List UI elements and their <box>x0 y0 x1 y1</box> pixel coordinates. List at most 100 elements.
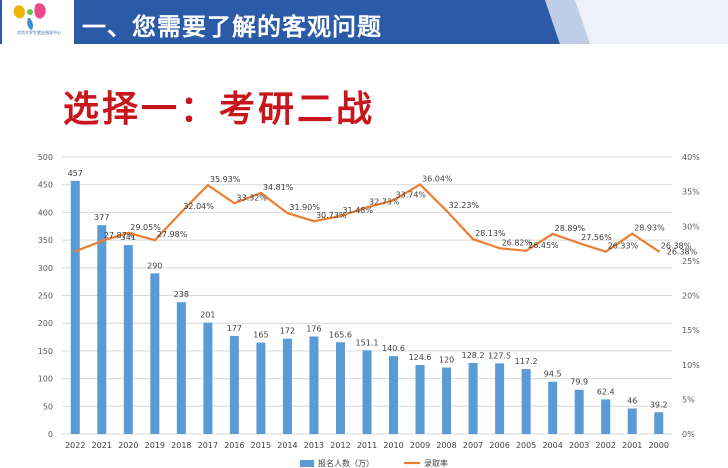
bar <box>442 367 452 434</box>
bar-data-label: 176 <box>306 324 321 333</box>
x-tick-label: 2017 <box>198 441 218 450</box>
rate-point <box>604 250 607 253</box>
x-tick-label: 2013 <box>304 441 324 450</box>
bar <box>335 342 345 434</box>
y-left-tick-label: 450 <box>38 181 53 190</box>
bar-data-label: 151.1 <box>356 338 379 347</box>
rate-point <box>312 219 316 223</box>
x-tick-label: 2006 <box>489 441 509 450</box>
y-left-tick-label: 500 <box>38 153 53 162</box>
rate-data-label: 26.45% <box>528 241 559 250</box>
bar-data-label: 165.6 <box>329 330 352 339</box>
bar <box>123 245 133 434</box>
bar-data-label: 124.6 <box>409 353 432 362</box>
bar <box>415 364 425 434</box>
bar <box>548 381 558 434</box>
y-left-tick-label: 300 <box>38 264 53 273</box>
x-tick-label: 2016 <box>224 441 244 450</box>
x-tick-label: 2020 <box>118 441 138 450</box>
bar-data-label: 177 <box>227 324 242 333</box>
x-tick-label: 2010 <box>383 441 403 450</box>
legend-label-bar: 报名人数（万） <box>318 458 374 468</box>
rate-data-label: 36.04% <box>422 174 453 183</box>
bar <box>229 335 239 434</box>
rate-data-label: 26.38% <box>661 241 692 250</box>
rate-point <box>445 209 448 213</box>
bar-data-label: 79.9 <box>570 378 588 387</box>
x-tick-label: 2018 <box>171 441 191 450</box>
rate-point <box>365 206 369 209</box>
bar-data-label: 238 <box>174 290 189 299</box>
bar <box>203 322 213 434</box>
rate-data-label: 34.81% <box>263 183 294 192</box>
bar-data-label: 201 <box>200 311 215 320</box>
legend-label-line: 录取率 <box>424 458 448 468</box>
y-right-tick-label: 20% <box>682 292 700 301</box>
rate-point <box>577 241 581 245</box>
bar <box>362 350 372 434</box>
rate-point <box>551 232 554 236</box>
bar-data-label: 457 <box>68 169 83 178</box>
slide-title: 一、您需要了解的客观问题 <box>82 13 382 41</box>
rate-data-label: 27.87% <box>104 231 135 240</box>
rate-point <box>392 199 395 202</box>
rate-data-label: 31.90% <box>289 203 320 212</box>
bar <box>150 273 160 434</box>
y-left-tick-label: 0 <box>48 430 53 439</box>
bar-data-label: 290 <box>147 261 162 270</box>
x-tick-label: 2012 <box>330 441 350 450</box>
rate-point <box>524 249 528 253</box>
bar <box>468 362 478 434</box>
x-tick-label: 2004 <box>542 441 562 450</box>
x-tick-label: 2002 <box>596 441 616 450</box>
y-right-tick-label: 25% <box>682 257 700 266</box>
bar-data-label: 39.2 <box>650 400 668 409</box>
rate-point <box>339 214 342 218</box>
x-tick-label: 2005 <box>516 441 536 450</box>
rate-point <box>657 250 660 253</box>
rate-point <box>498 247 501 250</box>
legend-swatch-bar <box>300 460 314 467</box>
rate-point <box>206 183 210 187</box>
y-right-tick-label: 40% <box>682 153 700 162</box>
bar <box>521 369 531 434</box>
bar <box>654 412 664 434</box>
bar-data-label: 128.2 <box>462 351 485 360</box>
rate-point <box>233 202 236 205</box>
rate-point <box>471 237 475 241</box>
rate-data-label: 28.93% <box>634 224 665 233</box>
x-tick-label: 2011 <box>357 441 377 450</box>
logo-mark <box>13 3 46 30</box>
bar <box>601 399 611 434</box>
rate-data-label: 26.33% <box>608 242 639 251</box>
bar <box>282 338 292 434</box>
rate-line <box>74 183 660 253</box>
rate-data-label: 29.05% <box>130 223 161 232</box>
bar <box>574 389 584 434</box>
bar-data-label: 377 <box>94 213 109 222</box>
bar-data-label: 165 <box>253 331 268 340</box>
rate-data-label: 32.73% <box>369 197 400 206</box>
x-tick-label: 2001 <box>622 441 642 450</box>
x-tick-label: 2000 <box>649 441 669 450</box>
rate-data-label: 35.93% <box>210 175 241 184</box>
logo: 北京大学生就业指导中心 <box>2 0 74 44</box>
bar-data-label: 94.5 <box>544 370 562 379</box>
x-tick-label: 2003 <box>569 441 589 450</box>
bar <box>389 356 399 434</box>
rate-data-label: 33.74% <box>396 190 427 199</box>
rate-point <box>418 183 422 186</box>
bar <box>97 225 107 434</box>
combo-chart: 0 50 100 150 200 250 300 350 400 450 500 0% 5% 10% 15%… <box>38 153 700 468</box>
y-right-tick-label: 15% <box>682 326 700 335</box>
rate-data-label: 26.82% <box>502 238 533 247</box>
x-tick-label: 2022 <box>65 441 85 450</box>
rate-point <box>74 250 77 253</box>
rate-data-label-end: 26.38% <box>667 247 698 256</box>
rate-point <box>259 191 263 195</box>
rate-point <box>180 210 183 214</box>
slide-header: 北京大学生就业指导中心 一、您需要了解的客观问题 <box>0 0 728 44</box>
rate-data-label: 28.13% <box>475 229 506 238</box>
y-left-tick-label: 50 <box>43 402 53 411</box>
rate-data-label: 27.98% <box>157 230 188 239</box>
